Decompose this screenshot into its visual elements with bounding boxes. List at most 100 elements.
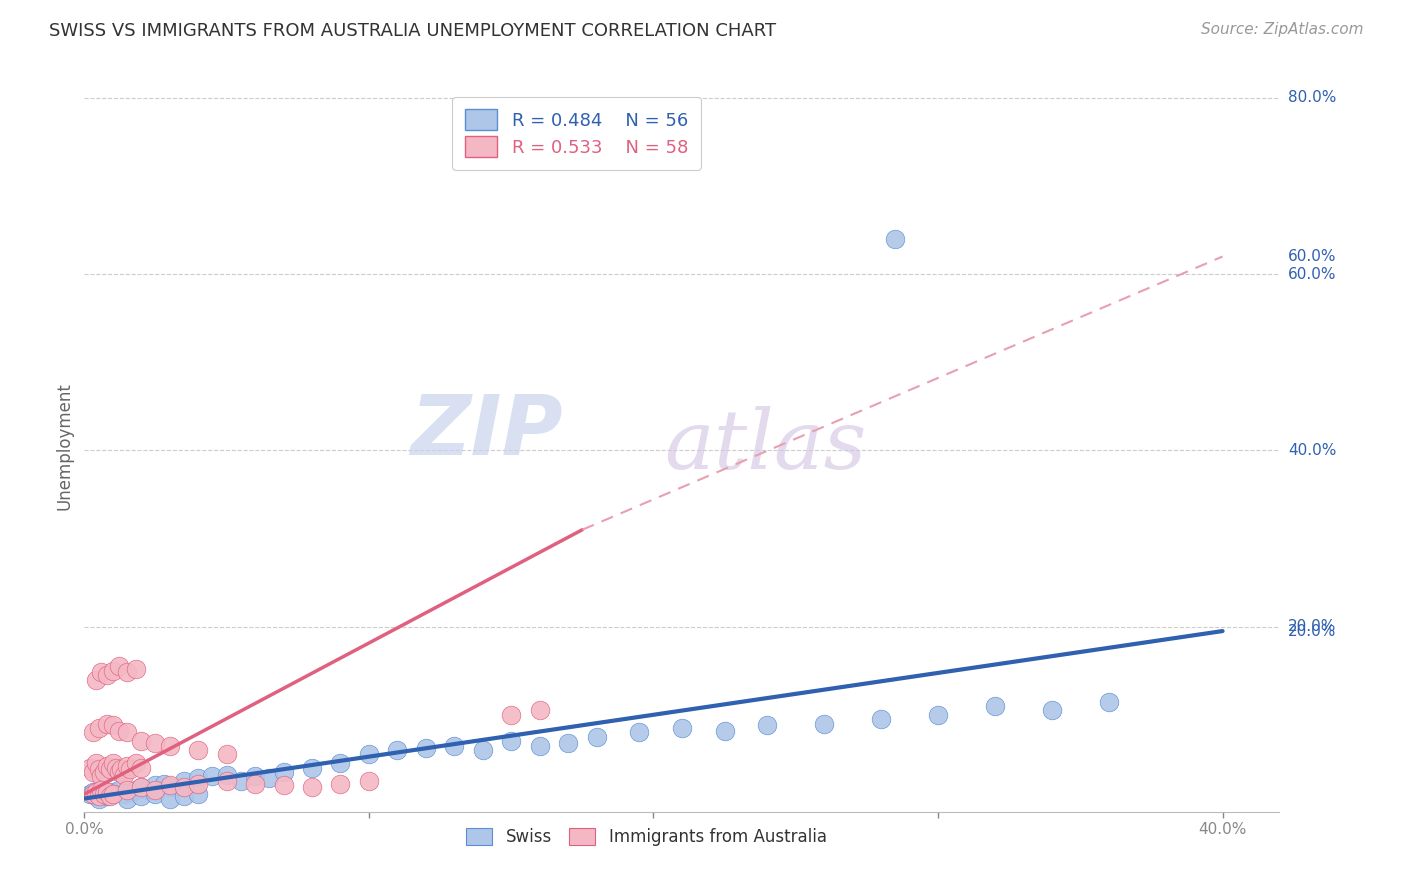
Point [96,785,118,799]
Point [84,673,107,687]
Point [145,782,167,797]
Point [115,759,138,773]
Text: 20.0%: 20.0% [1288,624,1336,639]
Point [713,723,735,738]
Point [187,771,209,785]
Point [101,785,124,799]
Point [415,741,437,756]
Point [173,789,195,803]
Point [471,743,494,757]
Point [173,780,195,794]
Point [115,725,138,739]
Point [87,782,110,797]
Point [90,787,112,801]
Point [187,776,209,790]
Point [501,707,523,722]
Text: Source: ZipAtlas.com: Source: ZipAtlas.com [1201,22,1364,37]
Point [118,763,141,777]
Point [129,780,152,794]
Point [87,791,110,805]
Text: 60.0%: 60.0% [1288,249,1336,264]
Point [870,712,893,726]
Text: atlas: atlas [665,406,866,486]
Point [96,668,118,682]
Point [229,773,252,788]
Point [671,721,693,735]
Point [84,785,107,799]
Point [124,782,146,797]
Point [101,664,124,678]
Point [301,761,323,775]
Text: 40.0%: 40.0% [1288,443,1336,458]
Text: SWISS VS IMMIGRANTS FROM AUSTRALIA UNEMPLOYMENT CORRELATION CHART: SWISS VS IMMIGRANTS FROM AUSTRALIA UNEMP… [49,22,776,40]
Point [112,768,135,782]
Point [159,780,181,794]
Legend: Swiss, Immigrants from Australia: Swiss, Immigrants from Australia [457,820,835,855]
Point [101,718,124,732]
Point [90,782,112,797]
Point [82,725,104,739]
Point [301,780,323,794]
Point [96,789,118,803]
Text: 80.0%: 80.0% [1288,90,1336,105]
Point [93,787,115,801]
Point [90,665,112,680]
Point [129,761,152,775]
Point [501,734,523,748]
Point [243,769,266,783]
Point [82,765,104,780]
Point [124,756,146,771]
Point [159,778,181,792]
Point [129,780,152,794]
Point [129,789,152,803]
Point [813,716,835,731]
Point [153,776,176,790]
Point [884,232,907,246]
Text: ZIP: ZIP [409,391,562,472]
Point [159,739,181,753]
Point [927,707,949,722]
Point [357,747,380,762]
Point [124,662,146,676]
Point [145,736,167,750]
Point [115,782,138,797]
Point [87,789,110,803]
Point [259,771,281,785]
Point [118,785,141,799]
Point [129,734,152,748]
Point [98,789,121,803]
Point [101,787,124,801]
Point [329,756,352,771]
Point [107,659,129,673]
Point [104,761,127,775]
Text: 20.0%: 20.0% [1288,619,1336,634]
Point [112,787,135,801]
Point [215,747,238,762]
Point [96,759,118,773]
Point [98,763,121,777]
Point [110,763,132,777]
Point [96,716,118,731]
Point [243,776,266,790]
Y-axis label: Unemployment: Unemployment [55,382,73,510]
Point [87,721,110,735]
Point [79,787,101,801]
Point [159,791,181,805]
Point [136,782,159,797]
Point [201,769,224,783]
Point [557,736,579,750]
Point [273,765,295,780]
Point [145,787,167,801]
Point [82,787,104,801]
Point [84,789,107,803]
Point [187,787,209,801]
Point [101,787,124,801]
Point [529,739,551,753]
Point [756,718,779,732]
Point [357,773,380,788]
Point [585,730,607,744]
Point [98,787,121,801]
Point [984,698,1007,713]
Point [145,778,167,792]
Point [87,763,110,777]
